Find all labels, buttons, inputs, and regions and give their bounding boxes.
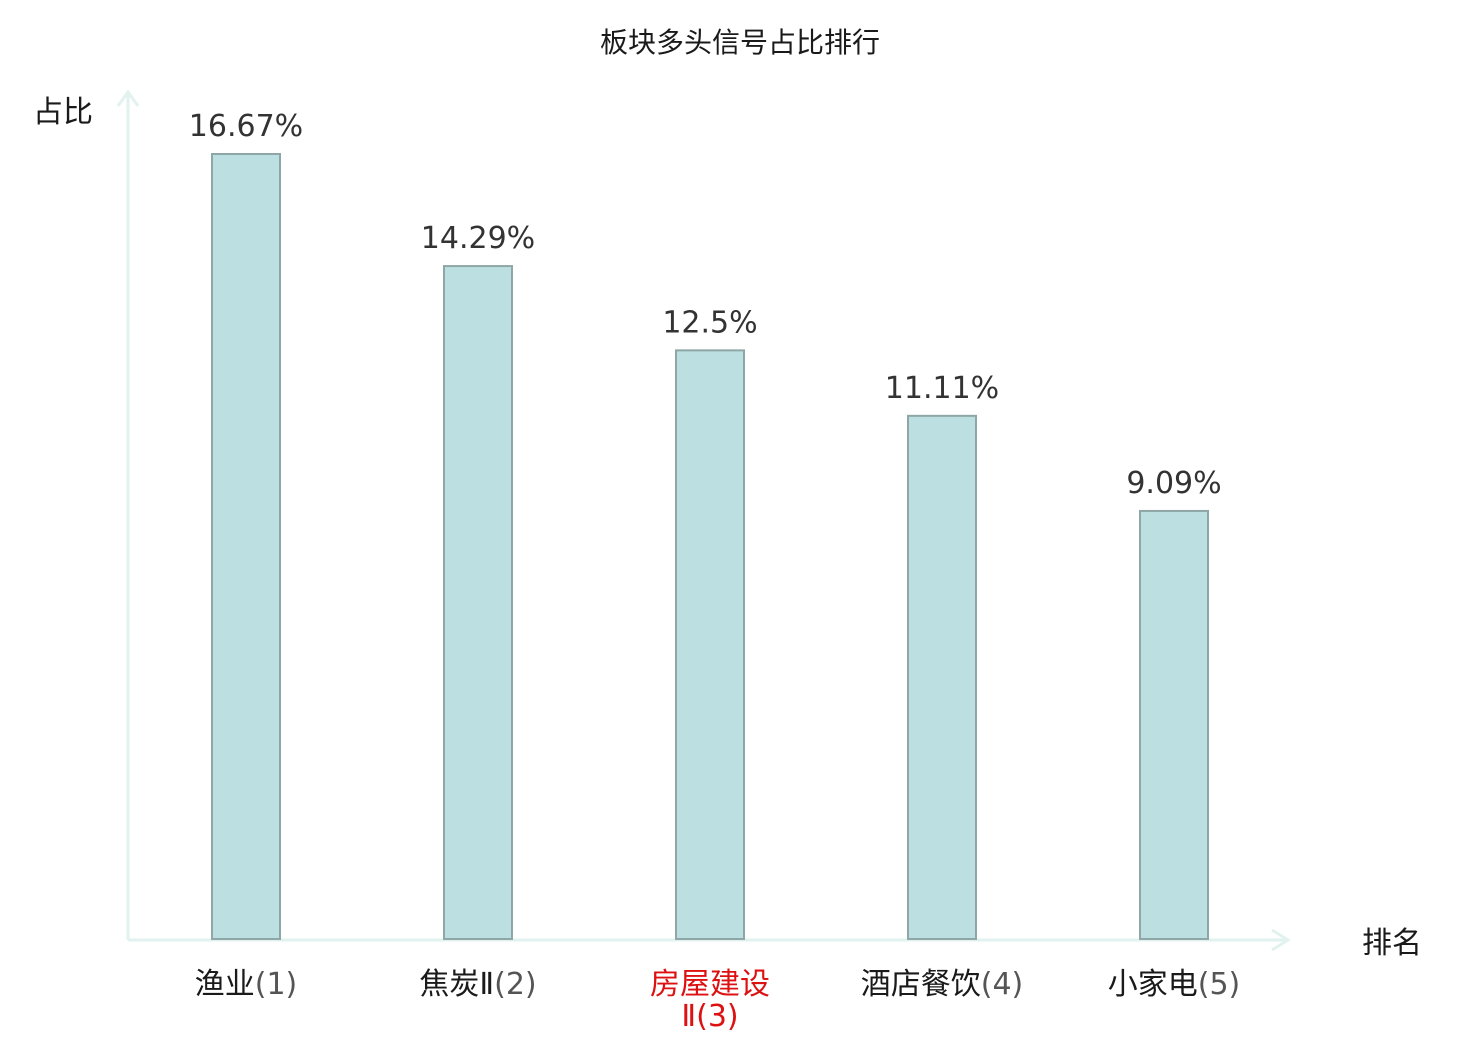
category-name-3: 房屋建设 [650,967,770,1002]
bar-3 [675,349,745,940]
value-label-1: 16.67% [189,109,303,144]
category-rank-2: (2) [494,967,537,1002]
category-label-1: 渔业(1) [195,967,298,1002]
category-label-3-line2: Ⅱ(3) [681,999,738,1034]
category-label-4: 酒店餐饮(4) [861,967,1024,1002]
category-label-5: 小家电(5) [1108,967,1241,1002]
category-name-line2-3: Ⅱ [681,999,696,1034]
x-axis-label: 排名 [1362,926,1422,961]
category-name-1: 渔业 [195,967,255,1002]
category-name-2: 焦炭Ⅱ [419,967,494,1002]
y-axis-arrow-icon [116,89,140,107]
category-rank-3: (3) [696,999,739,1034]
value-label-4: 11.11% [885,371,999,406]
value-label-5: 9.09% [1126,466,1221,501]
value-label-2: 14.29% [421,221,535,256]
category-rank-1: (1) [255,967,298,1002]
category-label-2: 焦炭Ⅱ(2) [419,967,536,1002]
category-name-5: 小家电 [1108,967,1198,1002]
bar-5 [1139,509,1209,940]
bar-2 [443,265,513,941]
chart-title: 板块多头信号占比排行 [600,26,880,59]
value-label-3: 12.5% [662,305,757,340]
y-axis-label: 占比 [33,95,93,130]
category-name-4: 酒店餐饮 [861,967,981,1002]
category-rank-4: (4) [981,967,1024,1002]
x-axis-arrow-icon [1271,928,1291,952]
bars-group [211,153,1209,941]
bar-1 [211,153,281,940]
category-rank-5: (5) [1198,967,1241,1002]
category-label-3: 房屋建设 [650,967,770,1002]
bar-4 [907,414,977,941]
